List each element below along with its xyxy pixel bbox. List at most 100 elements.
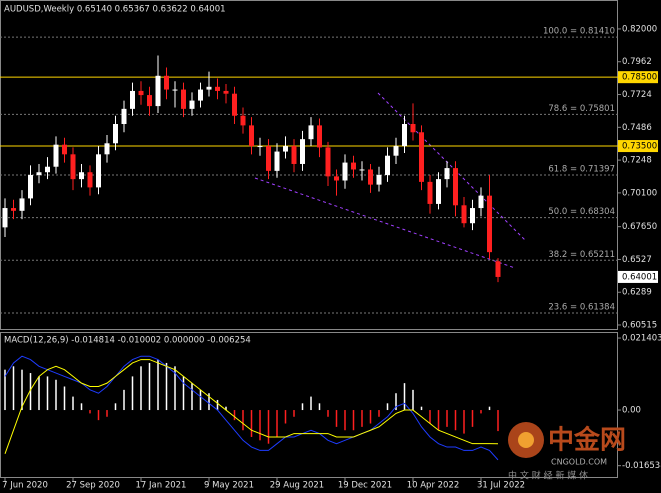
candle-body: [45, 166, 50, 173]
candle-body: [19, 198, 25, 211]
candle-body: [172, 89, 178, 91]
candle-body: [317, 125, 322, 148]
macd-title: MACD(12,26,9) -0.014814 -0.010002 0.0000…: [4, 336, 251, 346]
hline-label-box: [618, 71, 658, 84]
candle-body: [138, 90, 144, 96]
y-tick-label: -0.016538: [622, 461, 661, 471]
fib-label: 38.2 = 0.65211: [548, 250, 615, 260]
x-tick-label: 10 Apr 2022: [407, 481, 460, 491]
watermark-site: CNGOLD.COM: [551, 458, 607, 467]
fib-label: 23.6 = 0.61384: [548, 302, 615, 312]
candle-body: [164, 75, 169, 90]
watermark-tagline: 中 文 财 经 新 媒 体: [508, 470, 588, 482]
candle-body: [130, 90, 135, 109]
candle-body: [478, 195, 484, 209]
candle-body: [342, 162, 348, 181]
candle-body: [79, 172, 84, 180]
fib-label: 61.8 = 0.71397: [548, 165, 615, 175]
candle-body: [206, 86, 212, 90]
watermark-logo-inner: [518, 432, 534, 448]
main-panel-frame: [0, 0, 618, 330]
macd-main-line: [4, 355, 499, 461]
y-tick-label: 0.7724: [622, 90, 652, 100]
hline-label: 0.78500: [622, 73, 657, 83]
y-tick-label: 0.82000: [622, 24, 657, 34]
candle-body: [257, 146, 263, 148]
candle-body: [189, 100, 195, 109]
y-tick-label: 0.60515: [622, 320, 657, 330]
candle-body: [232, 93, 237, 116]
x-tick-label: 17 Jan 2021: [136, 481, 187, 491]
candle-body: [283, 146, 288, 152]
candle-body: [87, 172, 93, 188]
candle-body: [96, 154, 101, 188]
candle-body: [402, 124, 407, 147]
candle-body: [249, 125, 254, 147]
candle-body: [308, 125, 314, 140]
candle-body: [393, 146, 399, 156]
x-tick-label: 19 Dec 2021: [338, 481, 392, 491]
y-tick-label: 0.00: [622, 406, 641, 416]
candle-body: [181, 89, 186, 109]
candle-body: [419, 132, 424, 182]
candle-body: [274, 151, 280, 171]
candle-body: [385, 155, 390, 175]
candle-body: [266, 146, 271, 171]
y-tick-label: 0.6289: [622, 288, 652, 298]
candle-body: [104, 143, 110, 155]
candle-body: [359, 169, 365, 171]
candle-body: [198, 89, 203, 101]
candle-body: [11, 208, 16, 211]
candle-body: [461, 205, 467, 224]
x-tick-label: 9 May 2021: [204, 481, 254, 491]
candle-body: [300, 139, 305, 164]
candle-body: [495, 261, 501, 277]
candle-body: [240, 115, 246, 126]
hline-label: 0.73500: [622, 142, 657, 152]
candle-body: [410, 124, 416, 133]
channel-upper: [377, 92, 526, 241]
candle-body: [487, 195, 492, 253]
candle-body: [2, 208, 8, 228]
candle-body: [444, 168, 450, 180]
watermark-brand: 中金网: [548, 425, 626, 456]
x-tick-label: 27 Sep 2020: [66, 481, 120, 491]
candle-body: [376, 174, 382, 185]
y-tick-label: 0.6527: [622, 255, 652, 265]
y-tick-label: 0.021403: [622, 334, 661, 344]
candle-body: [121, 108, 127, 125]
candle-body: [62, 144, 67, 155]
channel-lower: [254, 177, 516, 269]
candle-body: [70, 154, 76, 180]
chart-title: AUDUSD,Weekly 0.65140 0.65367 0.63622 0.…: [4, 5, 226, 15]
fib-label: 78.6 = 0.75801: [548, 104, 615, 114]
candle-body: [215, 86, 220, 91]
fib-label: 100.0 = 0.81410: [543, 27, 615, 37]
candle-body: [351, 162, 356, 170]
x-tick-label: 7 Jun 2020: [2, 481, 48, 491]
last-price-label: 0.64001: [622, 272, 657, 282]
x-tick-label: 29 Aug 2021: [270, 481, 324, 491]
candle-body: [436, 179, 441, 204]
candle-body: [155, 75, 161, 107]
candle-body: [427, 181, 433, 204]
y-tick-label: 0.7486: [622, 123, 652, 133]
macd-signal-line: [4, 359, 499, 454]
candle-body: [53, 144, 59, 167]
candle-body: [334, 176, 339, 181]
last-price-box: [618, 270, 658, 283]
y-tick-label: 0.70100: [622, 188, 657, 198]
y-tick-label: 0.7248: [622, 156, 652, 166]
candle-body: [470, 208, 475, 224]
hline-label-box: [618, 140, 658, 153]
candle-body: [368, 169, 373, 185]
candle-body: [223, 90, 229, 94]
candle-body: [325, 147, 331, 177]
candle-body: [291, 146, 297, 164]
candle-body: [36, 172, 42, 175]
y-tick-label: 0.7962: [622, 57, 652, 67]
watermark: 中金网 CNGOLD.COM 中 文 财 经 新 媒 体: [508, 422, 626, 482]
